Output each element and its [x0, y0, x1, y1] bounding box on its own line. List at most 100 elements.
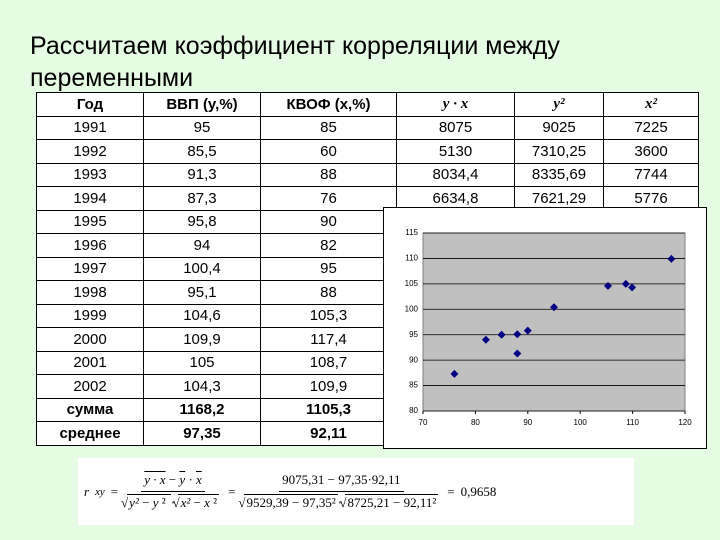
point — [523, 326, 532, 335]
formula-group: y² − y ² — [129, 495, 169, 510]
table-cell: 1997 — [36, 256, 144, 281]
table-cell: среднее — [36, 421, 144, 446]
table-row: 1993 91,3 88 8034,4 8335,69 7744 — [36, 162, 699, 187]
table-cell: 1168,2 — [143, 397, 261, 422]
table-cell: 1994 — [36, 186, 144, 211]
table-cell: 1991 — [36, 115, 144, 140]
formula-lhs: r — [84, 483, 90, 499]
table-cell: 3600 — [603, 139, 699, 164]
plot-area — [422, 232, 686, 412]
table-row: Год ВВП (y,%) КВОФ (x,%) y · x y² x² — [36, 92, 699, 117]
y-tick-label: 100 — [405, 304, 419, 313]
table-cell: 7621,29 — [514, 186, 604, 211]
table-cell: 82 — [260, 233, 397, 258]
table-cell: 1996 — [36, 233, 144, 258]
table-cell: 88 — [260, 162, 397, 187]
table-cell: 1999 — [36, 303, 144, 328]
table-cell: 117,4 — [260, 327, 397, 352]
table-cell: 85,5 — [143, 139, 261, 164]
formula-term: x — [196, 472, 202, 487]
formula-term: − — [168, 472, 177, 487]
point — [603, 281, 612, 290]
fraction: 9075,31 − 97,35·92,119529,39 − 97,35²· 8… — [241, 472, 441, 511]
sqrt: 9529,39 − 97,35² — [244, 494, 338, 510]
equals: = — [110, 483, 119, 499]
y-tick-label: 95 — [409, 330, 418, 339]
table-cell: 7225 — [603, 115, 699, 140]
table-cell: y² — [514, 92, 604, 117]
table-cell: 87,3 — [143, 186, 261, 211]
point — [550, 303, 558, 312]
table-cell: 104,3 — [143, 374, 261, 399]
x-tick-label: 120 — [678, 418, 692, 427]
table-cell: КВОФ (x,%) — [260, 92, 397, 117]
point — [497, 330, 506, 339]
table-cell: 9025 — [514, 115, 604, 140]
table-cell: 7744 — [603, 162, 699, 187]
table-cell: 95,8 — [143, 209, 261, 234]
table-cell: y · x — [396, 92, 515, 117]
table-cell: 5130 — [396, 139, 515, 164]
table-cell: 85 — [260, 115, 397, 140]
table-cell: 90 — [260, 209, 397, 234]
table-cell: 109,9 — [143, 327, 261, 352]
denominator: 9529,39 − 97,35²· 8725,21 − 92,11² — [241, 492, 441, 511]
table-cell: 95 — [260, 256, 397, 281]
table-cell: ВВП (y,%) — [143, 92, 261, 117]
table-cell: 60 — [260, 139, 397, 164]
table-cell: 1992 — [36, 139, 144, 164]
formula-term: − — [193, 495, 201, 510]
formula-term: x² — [180, 495, 191, 510]
formula-group: y · x − y · x — [144, 472, 202, 487]
numerator: 9075,31 − 97,35·92,11 — [279, 472, 404, 492]
table-cell: 100,4 — [143, 256, 261, 281]
formula-term: x — [204, 495, 210, 510]
table-cell: 2000 — [36, 327, 144, 352]
table-cell: 1993 — [36, 162, 144, 187]
point — [628, 283, 637, 292]
table-cell: 76 — [260, 186, 397, 211]
x-tick-label: 100 — [574, 418, 588, 427]
table-cell: 2001 — [36, 350, 144, 375]
table-cell: 8034,4 — [396, 162, 515, 187]
table-cell: 108,7 — [260, 350, 397, 375]
x-tick-label: 110 — [626, 418, 639, 427]
table-cell: 104,6 — [143, 303, 261, 328]
table-cell: 88 — [260, 280, 397, 305]
table-cell: 8335,69 — [514, 162, 604, 187]
table-cell: 2002 — [36, 374, 144, 399]
slide-title: Рассчитаем коэффициент корреляции между … — [30, 32, 560, 92]
formula-sub: xy — [95, 485, 105, 498]
sqrt: 8725,21 − 92,11² — [345, 494, 439, 510]
equals: = — [228, 483, 236, 499]
table-cell: 92,11 — [260, 421, 397, 446]
table-row: 1991 95 85 8075 9025 7225 — [36, 115, 699, 140]
formula-group: x² − x ² — [181, 495, 217, 510]
y-tick-label: 80 — [409, 406, 418, 415]
formula-term: · — [188, 472, 193, 487]
table-cell: 97,35 — [143, 421, 261, 446]
x-tick-label: 70 — [419, 418, 428, 427]
point — [667, 254, 676, 263]
table-cell: 95,1 — [143, 280, 261, 305]
formula-term: − — [142, 495, 150, 510]
y-tick-label: 85 — [409, 381, 418, 390]
point — [481, 335, 490, 344]
result: 0,9658 — [460, 483, 497, 499]
table-cell: 95 — [143, 115, 261, 140]
formula-term: y · x — [144, 472, 166, 487]
table-cell: 105 — [143, 350, 261, 375]
table-cell: 1105,3 — [260, 397, 397, 422]
x-tick-label: 90 — [523, 418, 532, 427]
table-cell: Год — [36, 92, 144, 117]
table-cell: 91,3 — [143, 162, 261, 187]
fraction: y · x − y · x y² − y ² · x² − x ² — [124, 472, 222, 511]
sqrt: x² − x ² — [178, 494, 220, 510]
dot: · — [337, 495, 343, 510]
equals: = — [447, 483, 455, 499]
formula: rxy = y · x − y · x y² − y ² · x² − x ² = 9… — [78, 458, 634, 525]
table-cell: 7310,25 — [514, 139, 604, 164]
y-tick-label: 90 — [409, 355, 418, 364]
